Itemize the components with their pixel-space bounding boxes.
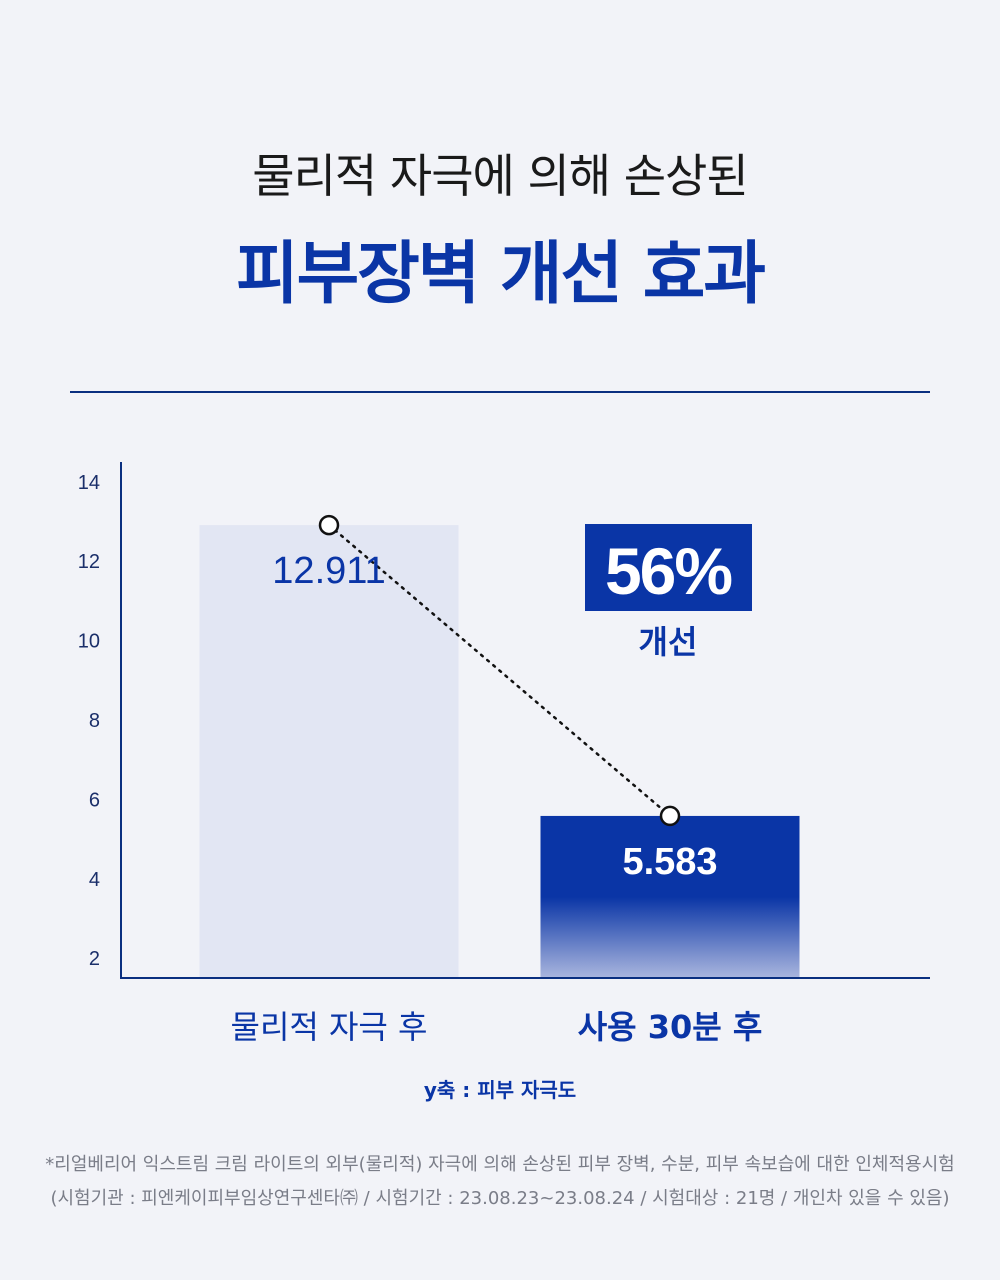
improvement-label: 개선 xyxy=(639,623,698,661)
footnote-study: *리얼베리어 익스트림 크림 라이트의 외부(물리적) 자극에 의해 손상된 피… xyxy=(45,1154,955,1175)
y-tick-label: 2 xyxy=(89,948,100,970)
page-title: 피부장벽 개선 효과 xyxy=(236,235,766,314)
bar-1 xyxy=(199,525,459,978)
category-label-2: 사용 30분 후 xyxy=(578,1008,763,1046)
bar-2 xyxy=(540,815,800,978)
y-axis-label: y축 : 피부 자극도 xyxy=(423,1078,577,1102)
improvement-percent: 56% xyxy=(605,534,731,608)
connector-point-2 xyxy=(659,805,681,827)
footnote-details: (시험기관 : 피엔케이피부임상연구센타㈜ / 시험기간 : 23.08.23~… xyxy=(50,1188,950,1209)
trend-connector-line xyxy=(327,523,672,818)
value-label-1: 12.911 xyxy=(272,550,385,592)
value-label-2: 5.583 xyxy=(622,841,717,883)
page-subtitle: 물리적 자극에 의해 손상된 xyxy=(252,149,748,203)
y-tick-label: 12 xyxy=(78,551,100,573)
y-tick-label: 10 xyxy=(78,631,100,653)
y-tick-label: 14 xyxy=(78,472,100,494)
improvement-badge xyxy=(585,524,752,611)
category-label-1: 물리적 자극 후 xyxy=(231,1008,428,1046)
y-tick-label: 8 xyxy=(89,710,100,732)
header-divider xyxy=(70,391,930,393)
connector-point-1 xyxy=(318,514,340,536)
y-tick-label: 4 xyxy=(89,869,100,891)
y-tick-label: 6 xyxy=(89,789,100,811)
